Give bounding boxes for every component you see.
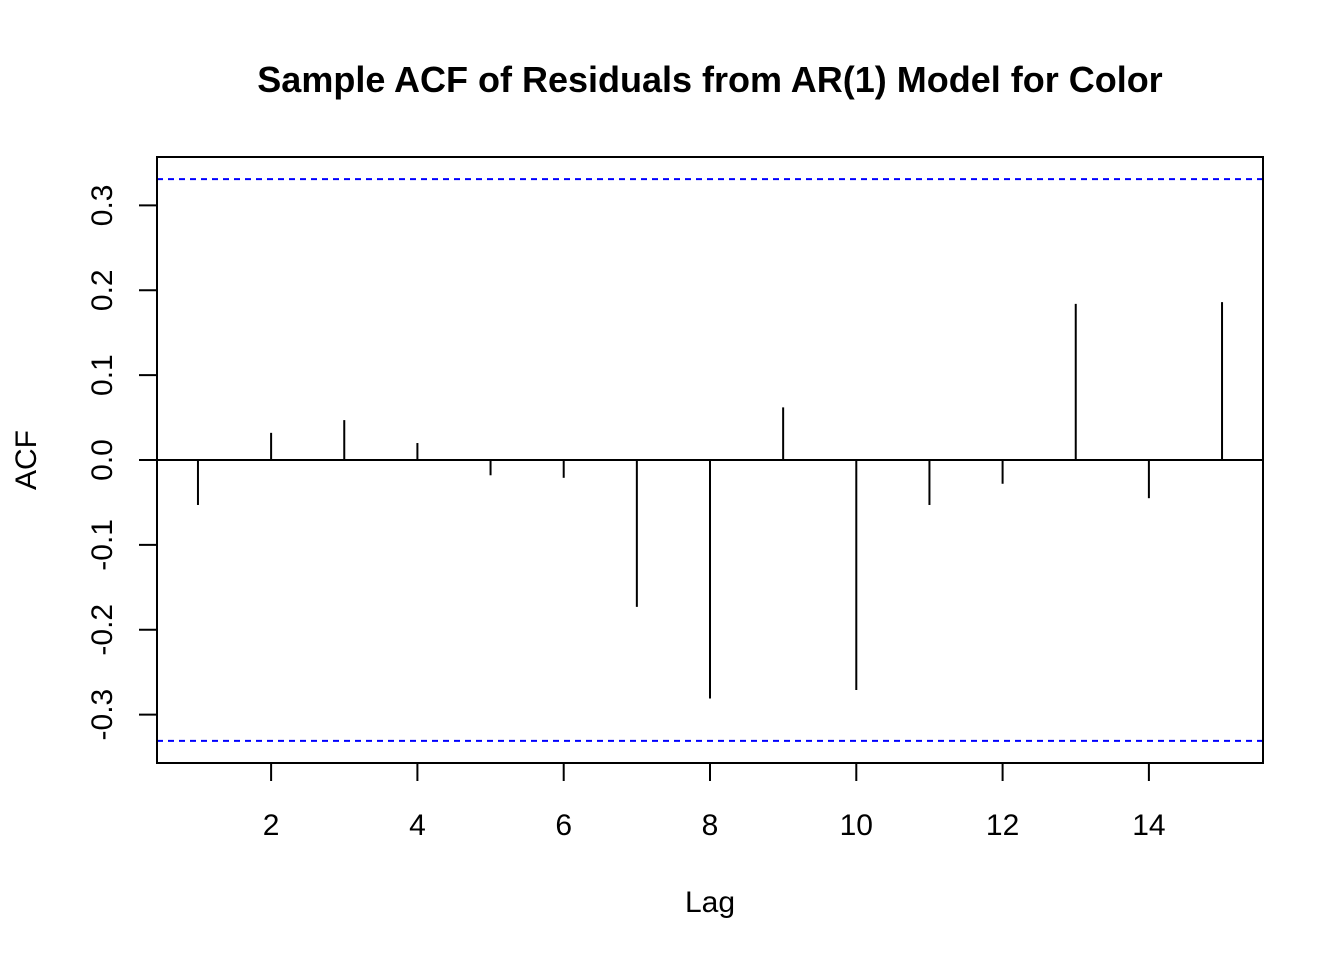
y-tick-label: -0.2	[86, 604, 119, 656]
y-tick-label: 0.2	[86, 269, 119, 311]
y-tick-label: -0.1	[86, 519, 119, 571]
x-tick-label: 14	[1132, 809, 1165, 842]
y-tick-label: 0.3	[86, 185, 119, 227]
x-tick-label: 8	[702, 809, 719, 842]
x-tick-label: 2	[263, 809, 280, 842]
x-tick-label: 6	[555, 809, 572, 842]
y-axis-label: ACF	[10, 430, 43, 490]
plot-area: 2 4 6 8 10 12 14 -0.3 -0.2 -0.1 0.0 0.1 0.2 0.3	[86, 156, 1264, 842]
x-tick-label: 10	[840, 809, 873, 842]
x-tick-label: 12	[986, 809, 1019, 842]
chart-title: Sample ACF of Residuals from AR(1) Model…	[257, 59, 1162, 100]
x-tick-label: 4	[409, 809, 426, 842]
y-tick-label: -0.3	[86, 689, 119, 741]
y-tick-label: 0.1	[86, 354, 119, 396]
x-axis-label: Lag	[685, 886, 735, 919]
y-tick-label: 0.0	[86, 439, 119, 481]
